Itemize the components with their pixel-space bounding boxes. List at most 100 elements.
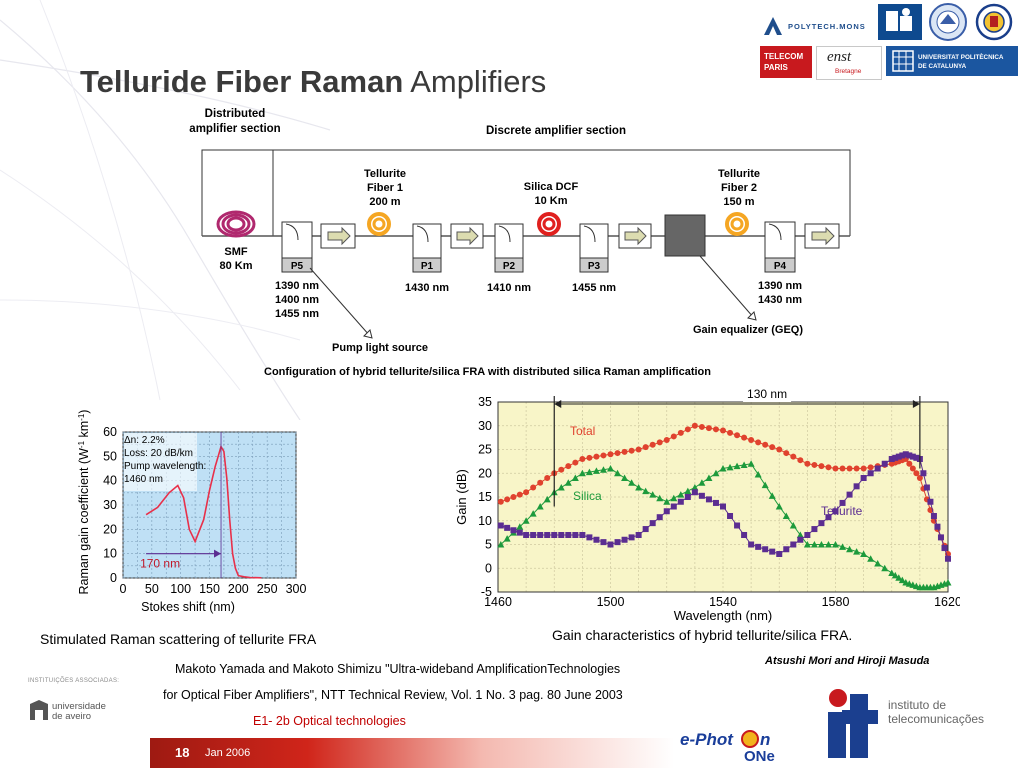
tellurite-point — [504, 524, 511, 531]
silica-point — [782, 512, 790, 519]
raman-gain-chart: 0 50 100 150 200 250 300 0 10 20 30 40 50 60 Stokes … — [40, 410, 317, 647]
total-point — [497, 498, 504, 505]
silica-point — [839, 543, 847, 550]
coupler-p2: P2 — [494, 223, 524, 273]
gain-plot-frame — [497, 401, 949, 593]
tellurite1-line2: Fiber 1 — [367, 182, 403, 194]
tellurite-point — [705, 496, 712, 503]
tellurite-coil-1-icon — [367, 212, 391, 236]
raman-x-tick: 100 — [170, 582, 191, 596]
tellurite-point — [825, 514, 832, 521]
total-point — [600, 452, 607, 459]
tellurite-point — [892, 454, 899, 461]
crest-icon — [975, 3, 1013, 41]
silica-point — [621, 474, 629, 481]
total-point — [741, 434, 748, 441]
p5-wl-2: 1400 nm — [275, 294, 319, 306]
raman-y-tick: 50 — [103, 449, 117, 463]
raman-ylabel-a: Raman gain coefficient (W — [77, 448, 91, 595]
isolator-3 — [618, 223, 652, 249]
gain-y-tick: 15 — [478, 490, 492, 504]
upc-line2: DE CATALUNYA — [918, 63, 967, 70]
total-point — [579, 456, 586, 462]
total-point — [797, 457, 804, 464]
silica-point — [649, 491, 657, 498]
tellurite-point — [565, 532, 572, 538]
silica-point — [817, 541, 825, 548]
associated-institutions-label: INSTITUIÇÕES ASSOCIADAS: — [28, 678, 120, 684]
raman-x-tick: 50 — [145, 582, 159, 596]
total-point — [510, 494, 517, 500]
seal-icon — [929, 3, 967, 41]
silica-point — [536, 503, 544, 510]
gain-grid — [497, 401, 949, 593]
total-point — [846, 465, 853, 472]
tellurite-point — [818, 520, 825, 527]
silica-point — [712, 469, 720, 477]
tellurite-point — [941, 545, 948, 552]
tellurite-point — [888, 456, 895, 462]
upc-grid-icon — [892, 50, 914, 72]
total-point — [656, 439, 663, 446]
total-point — [818, 463, 825, 470]
tellurite-point — [628, 534, 635, 541]
total-point — [832, 465, 839, 472]
silica-point — [656, 494, 664, 502]
tellurite-point — [691, 489, 698, 496]
raman-ylabel-end: ) — [77, 410, 91, 414]
total-point — [776, 446, 783, 453]
total-point — [720, 427, 726, 434]
gain-span-label: 130 nm — [747, 387, 787, 401]
smf-label-1: SMF — [224, 246, 248, 258]
silica-point — [571, 474, 579, 481]
tellurite-point — [649, 520, 656, 527]
silica-point — [775, 503, 783, 510]
silica-point — [891, 571, 899, 579]
upc-line1: UNIVERSITAT POLITÈCNICA — [918, 54, 1004, 61]
tellurite-point — [790, 541, 797, 548]
gain-x-tick: 1460 — [484, 595, 512, 609]
aveiro-line1: universidade — [52, 701, 106, 712]
tellurite-point — [895, 453, 902, 460]
tellurite-point — [635, 532, 642, 538]
total-point — [684, 426, 691, 433]
silica-point — [796, 531, 804, 538]
upc-logo: UNIVERSITAT POLITÈCNICA DE CATALUNYA — [886, 46, 1018, 76]
tellurite-point — [684, 494, 691, 500]
geq-pointer — [699, 255, 755, 319]
total-point — [691, 422, 698, 429]
gain-x-tick: 1540 — [709, 595, 737, 609]
p3-label: P3 — [588, 261, 601, 272]
p4-wl-2: 1430 nm — [758, 294, 802, 306]
tellurite-point — [797, 536, 804, 543]
tellurite-point — [909, 453, 916, 460]
total-point — [860, 465, 867, 472]
total-point — [853, 465, 860, 472]
gain-y-tick: 30 — [478, 419, 492, 433]
aveiro-line2: de aveiro — [52, 711, 92, 722]
tellurite-point — [934, 523, 941, 530]
isolator-1 — [320, 223, 356, 249]
tellurite-point — [523, 532, 530, 538]
total-point — [530, 484, 537, 491]
tellurite-point — [712, 499, 719, 506]
university-crest-logo — [974, 2, 1014, 42]
tellurite-point — [839, 499, 846, 506]
silica-point — [895, 574, 903, 581]
tellurite-point — [874, 465, 881, 472]
gain-x-ticks: 1460 1500 1540 1580 1620 — [484, 595, 960, 609]
silica-point — [754, 470, 762, 478]
tellurite-point — [516, 529, 523, 536]
coupler-p5: P5 — [281, 221, 313, 273]
silica-point — [881, 564, 889, 572]
silica-point — [543, 495, 551, 503]
silica-point — [898, 576, 906, 584]
tellurite-point — [656, 514, 663, 521]
gain-y-tick: 25 — [478, 443, 492, 457]
silica-point — [726, 463, 734, 471]
tellurite-series-label: Tellurite — [821, 504, 863, 518]
tellurite-point — [762, 546, 769, 553]
tellurite-point — [607, 541, 614, 548]
silica-point — [705, 474, 713, 481]
raman-x-tick: 150 — [199, 582, 220, 596]
